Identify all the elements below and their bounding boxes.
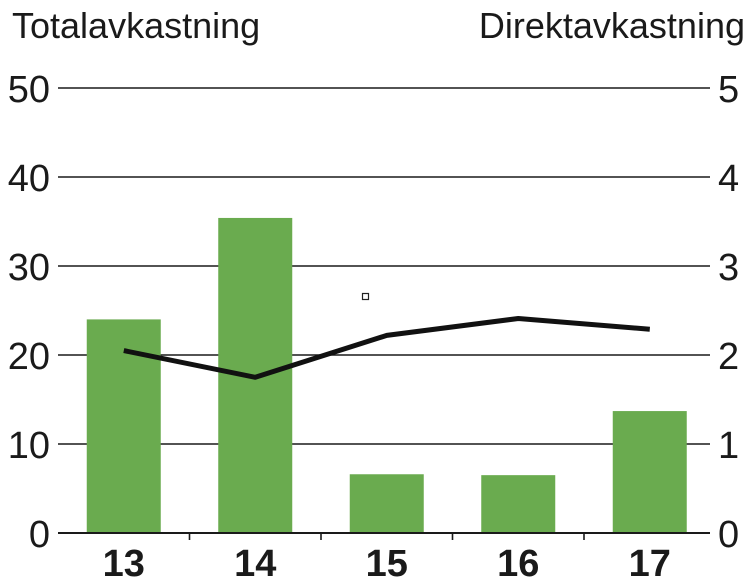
- gridlines: [58, 87, 710, 445]
- direktavkastning-line: [123, 316, 651, 380]
- line-series: [123, 316, 651, 380]
- bar-16: [481, 475, 556, 533]
- right-tick-label: 4: [718, 158, 739, 200]
- right-tick-label: 5: [718, 69, 739, 111]
- right-tick-label: 3: [718, 247, 739, 289]
- left-tick-label: 10: [8, 425, 50, 467]
- category-label: 13: [103, 543, 145, 584]
- right-axis-title: Direktavkastning: [479, 5, 745, 46]
- small-square-marker: [361, 292, 370, 301]
- right-tick-label: 0: [718, 514, 739, 556]
- right-tick-label: 2: [718, 336, 739, 378]
- category-label: 17: [629, 543, 671, 584]
- bar-17: [612, 411, 687, 533]
- left-tick-label: 50: [8, 69, 50, 111]
- category-label: 15: [366, 543, 408, 584]
- left-tick-label: 20: [8, 336, 50, 378]
- left-tick-label: 40: [8, 158, 50, 200]
- labels: Totalavkastning Direktavkastning 0102030…: [8, 5, 745, 584]
- bar-series: [86, 217, 687, 533]
- left-tick-label: 30: [8, 247, 50, 289]
- axes: [58, 532, 710, 540]
- category-label: 16: [497, 543, 539, 584]
- bar-15: [349, 474, 424, 533]
- category-label: 14: [234, 543, 276, 584]
- left-axis-title: Totalavkastning: [12, 5, 260, 46]
- left-tick-label: 0: [29, 514, 50, 556]
- right-tick-label: 1: [718, 425, 739, 467]
